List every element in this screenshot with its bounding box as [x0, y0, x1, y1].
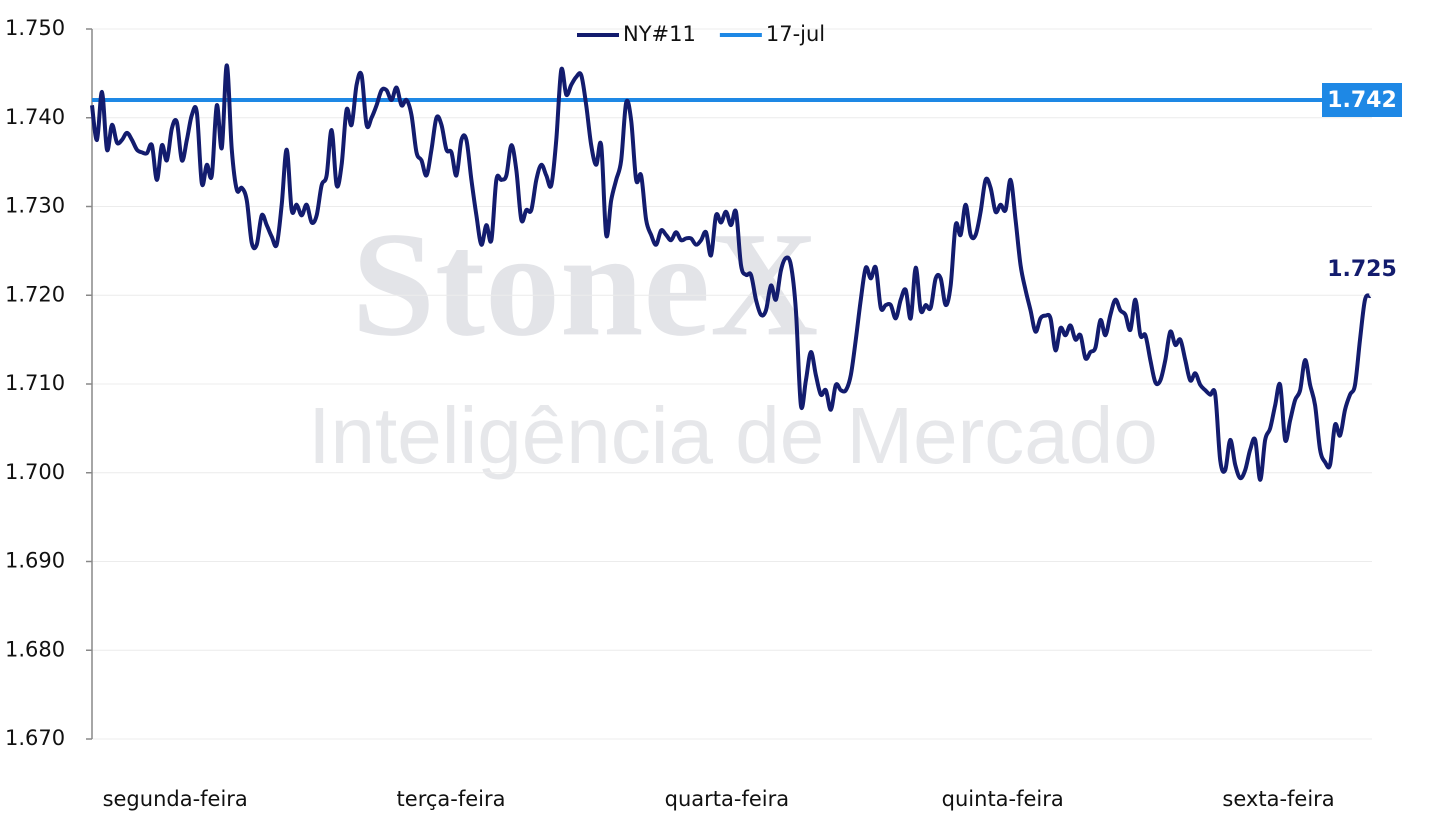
y-tick-label: 1.690 — [5, 549, 65, 573]
legend-label: 17-jul — [766, 22, 825, 46]
legend-label: NY#11 — [623, 22, 696, 46]
y-tick-label: 1.730 — [5, 194, 65, 218]
x-tick-label: segunda-feira — [103, 787, 248, 811]
y-tick-label: 1.680 — [5, 637, 65, 661]
y-tick-label: 1.740 — [5, 105, 65, 129]
reference-label: 1.742 — [1327, 88, 1397, 113]
y-tick-label: 1.750 — [5, 16, 65, 40]
y-tick-label: 1.700 — [5, 460, 65, 484]
y-tick-label: 1.720 — [5, 282, 65, 306]
x-tick-label: quarta-feira — [665, 787, 789, 811]
annotation: 1.725 — [1327, 257, 1397, 282]
y-tick-label: 1.670 — [5, 726, 65, 750]
reference-label-box — [1322, 83, 1402, 117]
x-tick-label: terça-feira — [397, 787, 506, 811]
watermark-subtitle: Inteligência de Mercado — [308, 391, 1157, 480]
x-tick-label: sexta-feira — [1222, 787, 1334, 811]
y-tick-label: 1.710 — [5, 371, 65, 395]
x-tick-label: quinta-feira — [942, 787, 1064, 811]
watermark-title: StoneX — [352, 201, 819, 367]
series-line — [90, 63, 1372, 482]
